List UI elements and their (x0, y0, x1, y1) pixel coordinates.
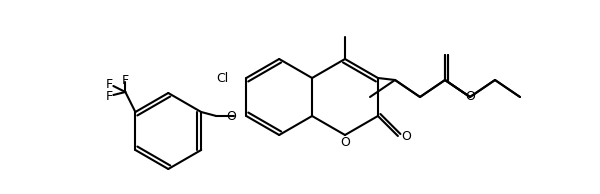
Text: F: F (122, 74, 129, 87)
Text: O: O (340, 137, 350, 150)
Text: O: O (465, 90, 475, 104)
Text: F: F (106, 90, 113, 104)
Text: F: F (106, 77, 113, 90)
Text: O: O (401, 130, 411, 143)
Text: Cl: Cl (216, 72, 228, 85)
Text: O: O (226, 111, 236, 124)
